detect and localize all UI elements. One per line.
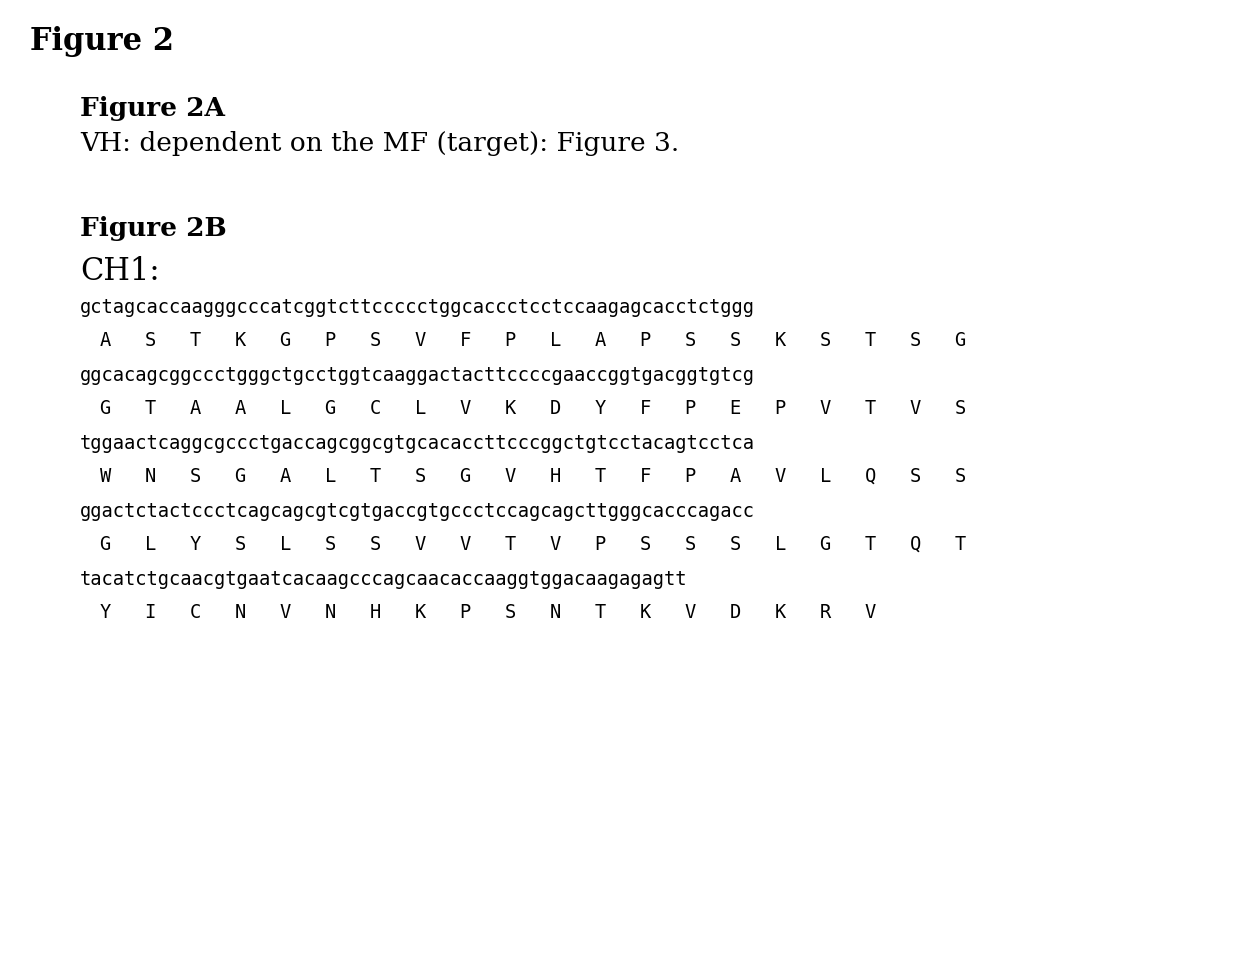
Text: ggcacagcggccctgggctgcctggtcaaggactacttccccgaaccggtgacggtgtcg: ggcacagcggccctgggctgcctggtcaaggactacttcc… — [81, 366, 755, 385]
Text: G   L   Y   S   L   S   S   V   V   T   V   P   S   S   S   L   G   T   Q   T: G L Y S L S S V V T V P S S S L G T Q T — [100, 535, 966, 554]
Text: tggaactcaggcgccctgaccagcggcgtgcacaccttcccggctgtcctacagtcctca: tggaactcaggcgccctgaccagcggcgtgcacaccttcc… — [81, 434, 755, 453]
Text: Figure 2A: Figure 2A — [81, 96, 224, 121]
Text: ggactctactccctcagcagcgtcgtgaccgtgccctccagcagcttgggcacccagacc: ggactctactccctcagcagcgtcgtgaccgtgccctcca… — [81, 502, 755, 521]
Text: Y   I   C   N   V   N   H   K   P   S   N   T   K   V   D   K   R   V: Y I C N V N H K P S N T K V D K R V — [100, 603, 877, 622]
Text: G   T   A   A   L   G   C   L   V   K   D   Y   F   P   E   P   V   T   V   S: G T A A L G C L V K D Y F P E P V T V S — [100, 399, 966, 418]
Text: tacatctgcaacgtgaatcacaagcccagcaacaccaaggtggacaagagagtt: tacatctgcaacgtgaatcacaagcccagcaacaccaagg… — [81, 570, 687, 589]
Text: CH1:: CH1: — [81, 256, 160, 287]
Text: W   N   S   G   A   L   T   S   G   V   H   T   F   P   A   V   L   Q   S   S: W N S G A L T S G V H T F P A V L Q S S — [100, 467, 966, 486]
Text: Figure 2: Figure 2 — [30, 26, 174, 57]
Text: A   S   T   K   G   P   S   V   F   P   L   A   P   S   S   K   S   T   S   G: A S T K G P S V F P L A P S S K S T S G — [100, 331, 966, 350]
Text: VH: dependent on the MF (target): Figure 3.: VH: dependent on the MF (target): Figure… — [81, 131, 680, 156]
Text: gctagcaccaagggcccatcggtcttccccctggcaccctcctccaagagcacctctggg: gctagcaccaagggcccatcggtcttccccctggcaccct… — [81, 298, 755, 317]
Text: Figure 2B: Figure 2B — [81, 216, 227, 241]
